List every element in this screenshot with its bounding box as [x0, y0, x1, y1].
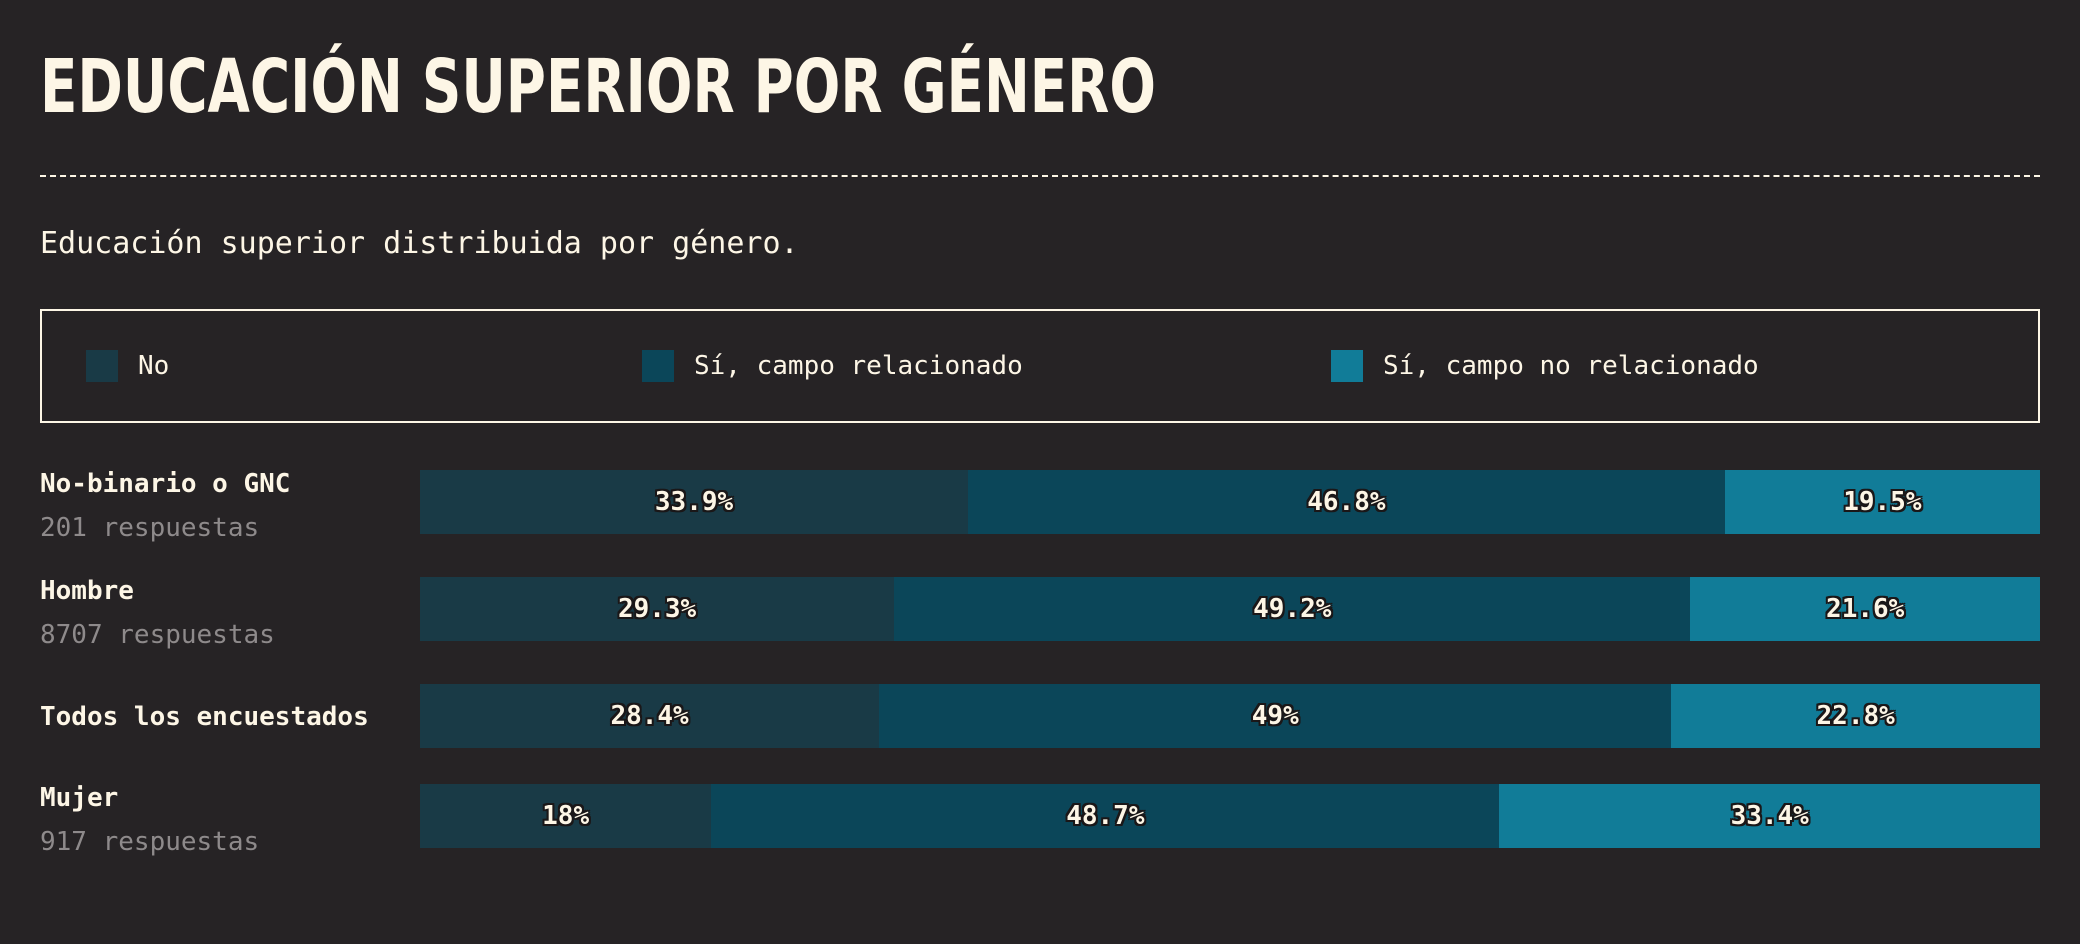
response-count: 917 respuestas	[40, 827, 260, 857]
segment-related: 48.7%	[711, 784, 1500, 848]
segment-unrelated: 21.6%	[1690, 577, 2040, 641]
data-label: 33.4%	[1730, 801, 1809, 831]
segment-related: 46.8%	[968, 470, 1725, 534]
legend-swatch-no	[86, 350, 118, 382]
category-name: Todos los encuestados	[40, 702, 369, 732]
category-name: No-binario o GNC	[40, 469, 291, 499]
data-label: 28.4%	[610, 701, 689, 731]
bar-todos: 28.4% 49% 22.8%	[420, 684, 2040, 748]
data-label: 21.6%	[1826, 594, 1905, 624]
data-label: 49%	[1251, 701, 1299, 731]
legend: No Sí, campo relacionado Sí, campo no re…	[40, 309, 2040, 423]
segment-unrelated: 19.5%	[1724, 470, 2040, 534]
row-label-nonbinary: No-binario o GNC 201 respuestas	[40, 466, 290, 546]
legend-swatch-related	[642, 350, 674, 382]
row-label-mujer: Mujer 917 respuestas	[40, 780, 259, 860]
segment-no: 18%	[420, 784, 712, 848]
legend-label-no: No	[138, 351, 170, 381]
data-label: 22.8%	[1816, 701, 1895, 731]
data-label: 49.2%	[1253, 594, 1332, 624]
row-label-hombre: Hombre 8707 respuestas	[40, 573, 275, 653]
segment-related: 49%	[879, 684, 1672, 748]
legend-item-no: No	[86, 350, 169, 382]
segment-unrelated: 22.8%	[1671, 684, 2040, 748]
legend-label-related: Sí, campo relacionado	[694, 351, 1023, 381]
bar-hombre: 29.3% 49.2% 21.6%	[420, 577, 2040, 641]
category-name: Hombre	[40, 576, 134, 606]
segment-related: 49.2%	[894, 577, 1691, 641]
segment-no: 29.3%	[420, 577, 895, 641]
legend-swatch-unrelated	[1331, 350, 1363, 382]
response-count: 201 respuestas	[40, 513, 260, 543]
segment-no: 33.9%	[420, 470, 969, 534]
data-label: 33.9%	[654, 487, 734, 517]
category-name: Mujer	[40, 783, 119, 813]
bar-mujer: 18% 48.7% 33.4%	[420, 784, 2040, 848]
legend-item-unrelated: Sí, campo no relacionado	[1331, 350, 1759, 382]
data-label: 46.8%	[1307, 487, 1386, 517]
data-label: 19.5%	[1843, 487, 1922, 517]
response-count: 8707 respuestas	[40, 620, 275, 650]
chart-subtitle: Educación superior distribuida por géner…	[40, 226, 799, 261]
data-label: 48.7%	[1066, 801, 1145, 831]
bar-nonbinary: 33.9% 46.8% 19.5%	[420, 470, 2040, 534]
legend-label-unrelated: Sí, campo no relacionado	[1383, 351, 1759, 381]
segment-unrelated: 33.4%	[1499, 784, 2040, 848]
segment-no: 28.4%	[420, 684, 880, 748]
row-label-todos: Todos los encuestados	[40, 699, 369, 735]
data-label: 18%	[542, 801, 590, 831]
data-label: 29.3%	[617, 594, 697, 624]
chart-title: Educación superior por género	[40, 44, 1156, 130]
legend-item-related: Sí, campo relacionado	[642, 350, 1023, 382]
title-divider	[40, 175, 2040, 177]
